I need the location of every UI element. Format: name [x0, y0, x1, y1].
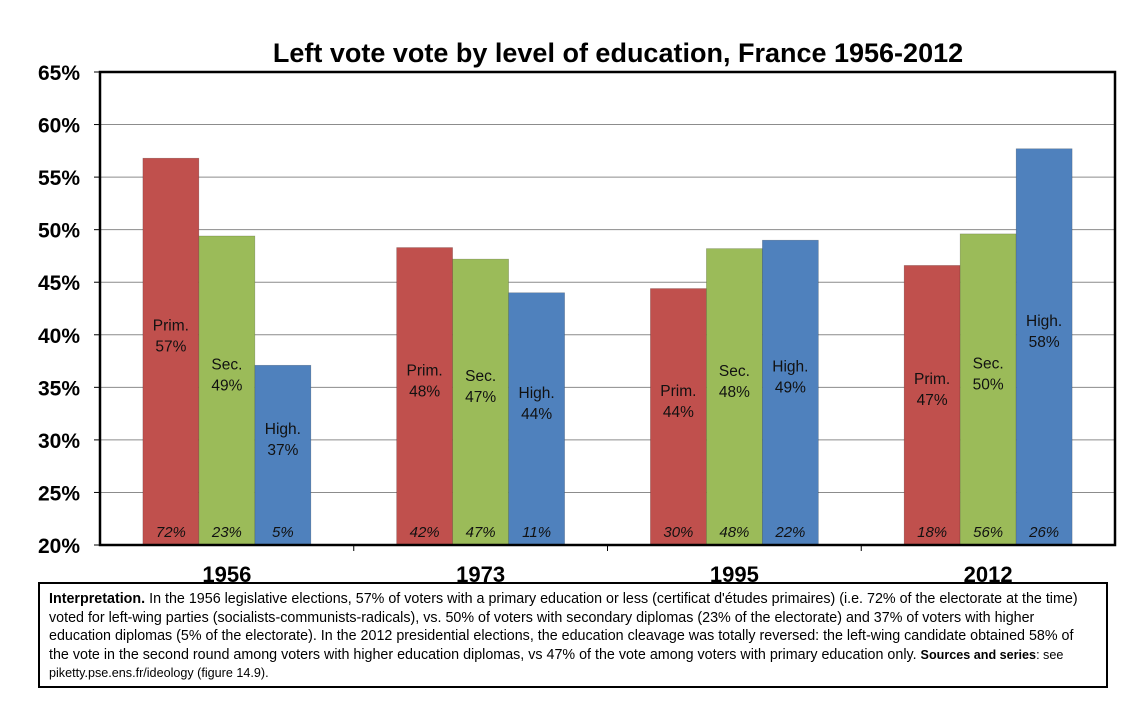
bar-category-label: Prim. — [407, 362, 443, 379]
chart: Left vote vote by level of education, Fr… — [38, 38, 1117, 582]
bar-primary-2012 — [903, 265, 961, 546]
electorate-share-label: 26% — [1028, 524, 1059, 541]
x-axis-ticks: 1956 1973 1995 2012 — [202, 545, 1013, 582]
y-tick-label: 35% — [38, 377, 80, 400]
bar-value-label: 44% — [521, 406, 552, 423]
y-tick-label: 20% — [38, 535, 80, 558]
bar-higher-1973 — [508, 292, 565, 546]
y-tick-label: 30% — [38, 430, 80, 453]
y-axis-ticks: 20% 25% 30% 35% 40% 45% 50% 55% 60% 65% — [38, 62, 80, 558]
bar-value-label: 48% — [409, 383, 440, 400]
y-tick-label: 40% — [38, 325, 80, 348]
x-tick-label: 2012 — [964, 562, 1013, 582]
y-tick-label: 55% — [38, 167, 80, 190]
bar-category-label: High. — [772, 359, 808, 376]
bar-labels: Prim. 57% 72% Sec. 49% 23% High. 37% 5% Prim. 48% 4… — [153, 313, 1062, 541]
bar-value-label: 58% — [1029, 334, 1060, 351]
chart-title: Left vote vote by level of education, Fr… — [273, 38, 963, 68]
bar-higher-1956 — [254, 364, 312, 546]
bar-secondary-2012 — [959, 233, 1017, 546]
bar-category-label: High. — [265, 421, 301, 438]
bar-category-label: Prim. — [153, 318, 189, 335]
bar-primary-1973 — [396, 247, 453, 546]
bar-primary-1995 — [650, 288, 707, 546]
x-tick-label: 1973 — [456, 562, 505, 582]
bars — [142, 148, 1073, 546]
sources-lead: Sources and series — [920, 647, 1037, 662]
bar-category-label: Prim. — [660, 383, 696, 400]
y-tick-label: 45% — [38, 272, 80, 295]
interpretation-note: Interpretation. In the 1956 legislative … — [38, 582, 1108, 688]
bar-value-label: 37% — [267, 442, 298, 459]
y-tick-label: 50% — [38, 220, 80, 243]
electorate-share-label: 72% — [156, 524, 186, 541]
bar-value-label: 49% — [211, 377, 242, 394]
electorate-share-label: 5% — [272, 524, 294, 541]
bar-category-label: Sec. — [973, 355, 1004, 372]
bar-higher-2012 — [1015, 148, 1073, 546]
electorate-share-label: 42% — [410, 524, 440, 541]
y-tick-label: 60% — [38, 115, 80, 138]
sources-text: : see piketty.pse.ens.fr/ideology (figur… — [49, 647, 1064, 681]
bar-secondary-1956 — [198, 235, 256, 546]
bar-category-label: Sec. — [211, 356, 242, 373]
interpretation-text: In the 1956 legislative elections, 57% o… — [49, 591, 1078, 663]
bar-value-label: 47% — [917, 392, 948, 409]
electorate-share-label: 22% — [774, 524, 805, 541]
electorate-share-label: 47% — [466, 524, 496, 541]
bar-value-label: 49% — [775, 380, 806, 397]
interpretation-lead: Interpretation. — [49, 591, 146, 607]
bar-value-label: 44% — [663, 404, 694, 421]
bar-secondary-1973 — [452, 258, 509, 546]
bar-primary-1956 — [142, 157, 200, 546]
bar-category-label: Sec. — [719, 363, 750, 380]
electorate-share-label: 48% — [719, 524, 749, 541]
bar-category-label: High. — [1026, 313, 1062, 330]
electorate-share-label: 56% — [973, 524, 1003, 541]
electorate-share-label: 30% — [663, 524, 693, 541]
y-tick-label: 25% — [38, 482, 80, 505]
bar-value-label: 50% — [973, 376, 1004, 393]
bar-value-label: 57% — [155, 339, 186, 356]
electorate-share-label: 23% — [211, 524, 242, 541]
bar-category-label: Sec. — [465, 368, 496, 385]
bar-category-label: Prim. — [914, 371, 950, 388]
y-tick-label: 65% — [38, 62, 80, 85]
bar-higher-1995 — [762, 239, 819, 546]
electorate-share-label: 11% — [522, 524, 551, 541]
bar-category-label: High. — [519, 385, 555, 402]
x-tick-label: 1956 — [202, 562, 251, 582]
plot-frame — [98, 70, 1117, 547]
electorate-share-label: 18% — [917, 524, 947, 541]
bar-value-label: 48% — [719, 384, 750, 401]
bar-secondary-1995 — [706, 248, 763, 546]
bar-value-label: 47% — [465, 389, 496, 406]
x-tick-label: 1995 — [710, 562, 759, 582]
